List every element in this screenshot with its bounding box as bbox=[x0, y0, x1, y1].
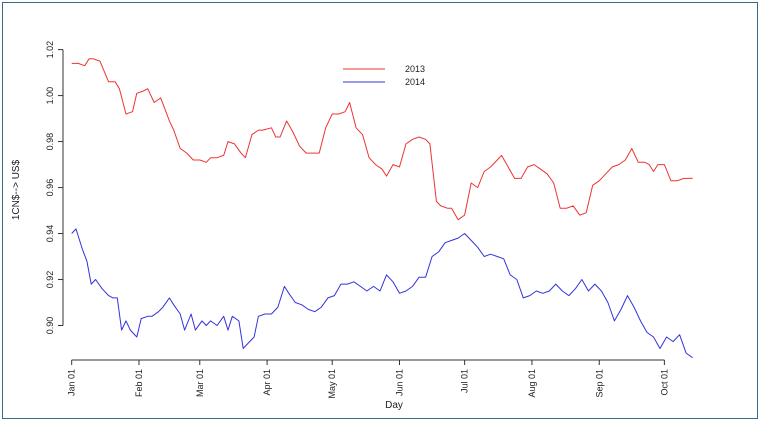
y-tick-label: 0.96 bbox=[45, 179, 55, 197]
x-tick-label: Oct 01 bbox=[659, 369, 669, 396]
x-tick-label: Aug 01 bbox=[527, 369, 537, 398]
x-tick-label: Apr 01 bbox=[262, 369, 272, 396]
y-tick-label: 1.02 bbox=[45, 41, 55, 59]
x-tick-label: Sep 01 bbox=[594, 369, 604, 398]
x-tick-label: May 01 bbox=[327, 369, 337, 399]
chart-frame: 0.90 0.92 0.94 0.96 0.98 1.00 1.02 Jan 01 Feb 01… bbox=[2, 2, 758, 419]
x-tick-label: Jun 01 bbox=[395, 369, 405, 396]
legend-label-2013: 2013 bbox=[405, 64, 425, 74]
x-tick-label: Jan 01 bbox=[67, 369, 77, 396]
series-line-2014 bbox=[71, 228, 693, 359]
legend-label-2014: 2014 bbox=[405, 77, 425, 87]
series-line-2013 bbox=[71, 58, 693, 221]
y-tick-label: 0.92 bbox=[45, 271, 55, 289]
line-chart: 0.90 0.92 0.94 0.96 0.98 1.00 1.02 Jan 01 Feb 01… bbox=[11, 41, 693, 411]
y-tick-label: 0.94 bbox=[45, 225, 55, 243]
y-tick-label: 1.00 bbox=[45, 87, 55, 105]
y-axis-label: 1CN$--> US$ bbox=[11, 159, 22, 220]
x-tick-label: Feb 01 bbox=[134, 369, 144, 397]
y-tick-label: 0.98 bbox=[45, 133, 55, 151]
x-axis-label: Day bbox=[385, 400, 403, 411]
x-tick-label: Jul 01 bbox=[460, 369, 470, 393]
x-tick-label: Mar 01 bbox=[195, 369, 205, 397]
y-tick-label: 0.90 bbox=[45, 317, 55, 335]
